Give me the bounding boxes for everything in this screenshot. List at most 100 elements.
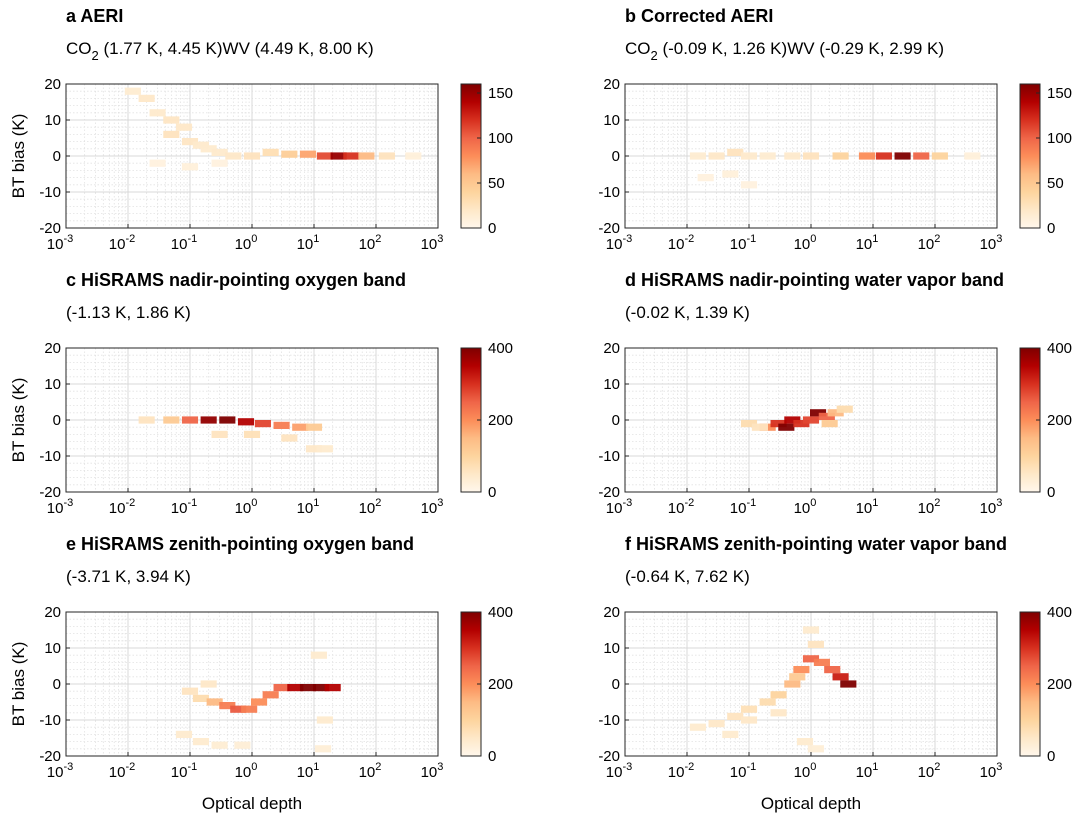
y-tick-label: -10 — [39, 448, 61, 465]
y-tick-label: 10 — [603, 112, 620, 129]
heatmap-cell — [305, 445, 323, 453]
panel-subtitle: (-0.64 K, 7.62 K) — [625, 567, 750, 586]
heatmap-cell — [273, 421, 290, 429]
heatmap-cell — [836, 405, 853, 413]
heatmap-cell — [299, 150, 317, 158]
x-tick-label: 100 — [235, 761, 258, 781]
heatmap-cell — [740, 420, 758, 428]
heatmap-cell — [689, 152, 706, 160]
x-tick-label: 100 — [235, 233, 258, 253]
y-tick-label: -10 — [598, 712, 620, 729]
heatmap-cell — [241, 705, 258, 713]
y-tick-label: 10 — [44, 376, 61, 393]
x-tick-label: 10-2 — [668, 233, 694, 253]
x-tick-label: 102 — [918, 497, 941, 517]
heatmap-cell — [181, 138, 199, 146]
heatmap-cell — [343, 152, 360, 160]
heatmap-cell — [316, 152, 333, 160]
colorbar-tick-label: 400 — [1047, 604, 1072, 621]
heatmap-cell — [793, 666, 810, 674]
heatmap-cell — [237, 418, 255, 426]
y-tick-label: 20 — [603, 340, 620, 357]
heatmap-cell — [262, 691, 279, 699]
heatmap-cell — [254, 420, 271, 428]
x-tick-label: 10-3 — [606, 497, 632, 517]
colorbar — [1019, 83, 1041, 229]
heatmap-cell — [913, 152, 930, 160]
x-tick-label: 103 — [980, 761, 1003, 781]
colorbar-tick-label: 400 — [488, 604, 513, 621]
heatmap-cell — [175, 123, 193, 131]
x-tick-label: 10-3 — [47, 497, 73, 517]
colorbar-tick-label: 400 — [488, 340, 513, 357]
heatmap-cell — [759, 698, 776, 706]
x-axis-label: Optical depth — [761, 794, 861, 813]
heatmap-cell — [211, 430, 228, 438]
heatmap-cell — [727, 712, 744, 720]
heatmap-cell — [708, 152, 725, 160]
heatmap-cell — [770, 691, 787, 699]
y-tick-label: 0 — [53, 412, 61, 429]
panel-subtitle: (-0.02 K, 1.39 K) — [625, 303, 750, 322]
y-tick-label: 20 — [44, 76, 61, 93]
heatmap-cell — [211, 741, 228, 749]
heatmap-cell — [818, 412, 835, 420]
y-tick-label: 20 — [44, 340, 61, 357]
heatmap-cell — [181, 687, 199, 695]
heatmap-cell — [163, 116, 180, 124]
y-tick-label: 20 — [44, 604, 61, 621]
heatmap-cell — [299, 684, 317, 692]
x-tick-label: 10-1 — [730, 233, 756, 253]
heatmap-cell — [824, 666, 841, 674]
x-tick-label: 10-1 — [730, 761, 756, 781]
x-tick-label: 102 — [918, 761, 941, 781]
x-tick-label: 103 — [980, 497, 1003, 517]
x-axis-label: Optical depth — [202, 794, 302, 813]
colorbar-tick-label: 200 — [488, 412, 513, 429]
x-tick-label: 101 — [856, 497, 879, 517]
heatmap-cell — [751, 423, 768, 431]
heatmap-cell — [281, 150, 298, 158]
heatmap-cell — [234, 741, 251, 749]
heatmap-cell — [796, 738, 814, 746]
heatmap-cell — [858, 152, 876, 160]
heatmap-cell — [875, 152, 892, 160]
y-tick-label: 20 — [603, 76, 620, 93]
heatmap-cell — [807, 640, 824, 648]
panel-title: c HiSRAMS nadir-pointing oxygen band — [66, 270, 406, 290]
y-tick-label: -20 — [598, 220, 620, 237]
y-tick-label: 0 — [612, 676, 620, 693]
heatmap-cell — [802, 416, 820, 424]
heatmap-cell — [770, 709, 787, 717]
x-tick-label: 103 — [421, 233, 444, 253]
x-tick-label: 10-2 — [109, 233, 135, 253]
heatmap-cell — [316, 445, 333, 453]
y-tick-label: 20 — [603, 604, 620, 621]
x-tick-label: 10-2 — [668, 497, 694, 517]
x-tick-label: 103 — [421, 761, 444, 781]
x-tick-label: 101 — [856, 233, 879, 253]
x-tick-label: 10-1 — [730, 497, 756, 517]
y-tick-label: -20 — [598, 748, 620, 765]
panel-e: e HiSRAMS zenith-pointing oxygen band (-3… — [9, 534, 513, 813]
colorbar-tick-label: 0 — [488, 220, 496, 237]
heatmap-cell — [405, 152, 422, 160]
heatmap-cell — [722, 730, 739, 738]
heatmap-cell — [287, 684, 304, 692]
y-tick-label: -20 — [598, 484, 620, 501]
heatmap-cell — [784, 152, 801, 160]
heatmap-cell — [813, 658, 830, 666]
colorbar-tick-label: 150 — [488, 85, 513, 102]
heatmap-cell — [262, 148, 279, 156]
y-tick-label: -10 — [39, 184, 61, 201]
heatmap-cell — [175, 730, 193, 738]
heatmap-cell — [292, 423, 309, 431]
heatmap-cell — [225, 152, 242, 160]
x-tick-label: 100 — [794, 233, 817, 253]
heatmap-cell — [124, 87, 141, 95]
colorbar — [460, 83, 482, 229]
heatmap-cell — [740, 152, 758, 160]
heatmap-cell — [310, 651, 327, 659]
y-tick-label: 0 — [53, 676, 61, 693]
y-tick-label: 10 — [44, 112, 61, 129]
